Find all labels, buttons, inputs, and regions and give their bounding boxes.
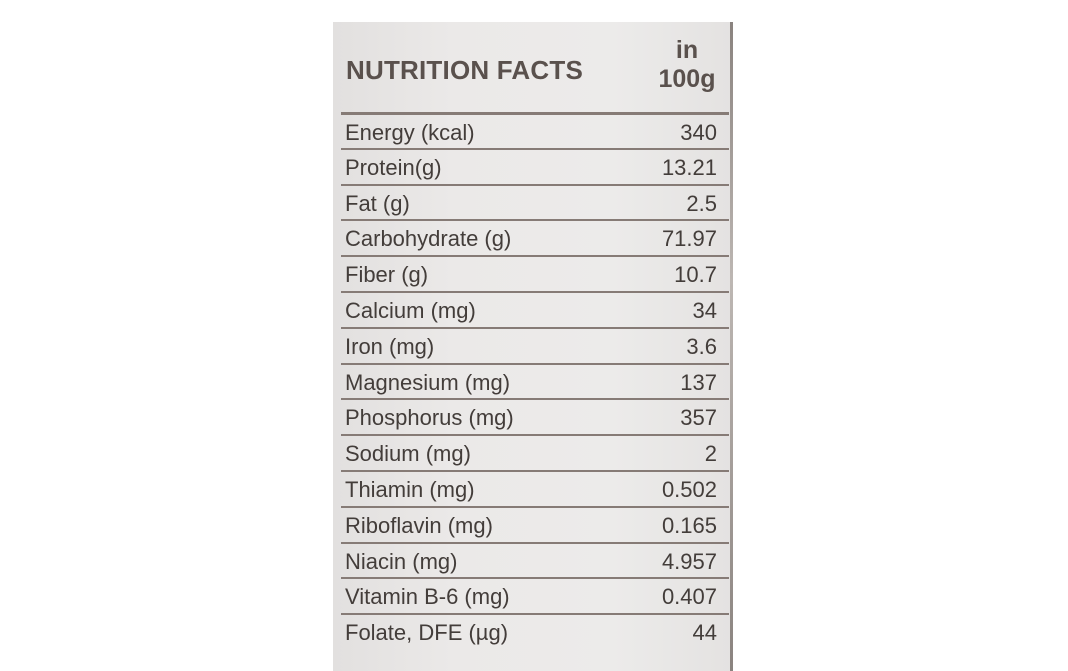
nutrient-row: Phosphorus (mg) 357	[341, 398, 729, 434]
nutrient-name: Niacin (mg)	[345, 548, 458, 574]
nutrient-row: Carbohydrate (g) 71.97	[341, 219, 729, 255]
nutrient-value: 137	[680, 369, 717, 395]
nutrient-name: Carbohydrate (g)	[345, 226, 512, 252]
nutrient-value: 0.407	[661, 584, 717, 610]
nutrient-name: Iron (mg)	[345, 333, 435, 359]
nutrient-value: 340	[680, 120, 717, 145]
nutrient-row: Sodium (mg) 2	[341, 434, 729, 470]
nutrient-row: Thiamin (mg) 0.502	[341, 469, 729, 506]
nutrient-name: Protein(g)	[345, 154, 442, 180]
nutrient-name: Fat (g)	[345, 190, 410, 216]
nutrient-row: Iron (mg) 3.6	[341, 326, 729, 363]
nutrient-name: Energy (kcal)	[345, 120, 475, 145]
nutrient-row: Fat (g) 2.5	[341, 183, 729, 220]
nutrient-row: Calcium (mg) 34	[341, 290, 729, 327]
nutrient-row: Protein(g) 13.21	[341, 147, 729, 184]
nutrient-value: 2.5	[686, 190, 717, 216]
nutrition-header: NUTRITION FACTS in 100g	[333, 22, 733, 112]
nutrient-name: Riboflavin (mg)	[345, 512, 493, 538]
nutrient-row: Fiber (g) 10.7	[341, 255, 729, 291]
nutrient-name: Fiber (g)	[345, 262, 429, 288]
nutrient-row: Niacin (mg) 4.957	[341, 541, 729, 578]
nutrient-row: Vitamin B-6 (mg) 0.407	[341, 577, 729, 613]
serving-basis-line2: 100g	[658, 65, 716, 93]
nutrient-value: 0.165	[661, 512, 717, 538]
nutrient-row: Folate, DFE (µg) 44	[341, 613, 729, 649]
nutrient-value: 3.6	[686, 333, 717, 359]
nutrition-title: NUTRITION FACTS	[346, 55, 583, 85]
nutrient-row: Energy (kcal) 340	[341, 112, 729, 148]
nutrient-name: Folate, DFE (µg)	[345, 620, 509, 646]
nutrient-name: Phosphorus (mg)	[345, 405, 514, 431]
nutrient-name: Sodium (mg)	[345, 441, 471, 467]
nutrient-value: 10.7	[674, 262, 717, 288]
nutrient-name: Calcium (mg)	[345, 297, 476, 323]
nutrient-value: 4.957	[661, 548, 717, 574]
nutrient-value: 13.21	[661, 154, 717, 180]
nutrient-row: Riboflavin (mg) 0.165	[341, 505, 729, 542]
nutrient-value: 357	[680, 405, 717, 431]
serving-basis: in 100g	[647, 36, 727, 94]
nutrient-value: 2	[704, 441, 717, 467]
nutrient-name: Thiamin (mg)	[345, 476, 475, 502]
panel-edge-shadow	[730, 22, 733, 671]
nutrient-name: Magnesium (mg)	[345, 369, 511, 395]
nutrient-value: 44	[692, 620, 717, 646]
nutrient-name: Vitamin B-6 (mg)	[345, 584, 510, 610]
serving-basis-line1: in	[675, 36, 699, 64]
nutrient-value: 0.502	[661, 476, 717, 502]
nutrition-facts-panel: NUTRITION FACTS in 100g Energy (kcal) 340…	[333, 22, 733, 671]
nutrient-list: Energy (kcal) 340 Protein(g) 13.21 Fat (g) 2.…	[341, 112, 729, 649]
nutrient-value: 34	[692, 297, 717, 323]
nutrient-row: Magnesium (mg) 137	[341, 362, 729, 399]
nutrient-value: 71.97	[661, 226, 717, 252]
